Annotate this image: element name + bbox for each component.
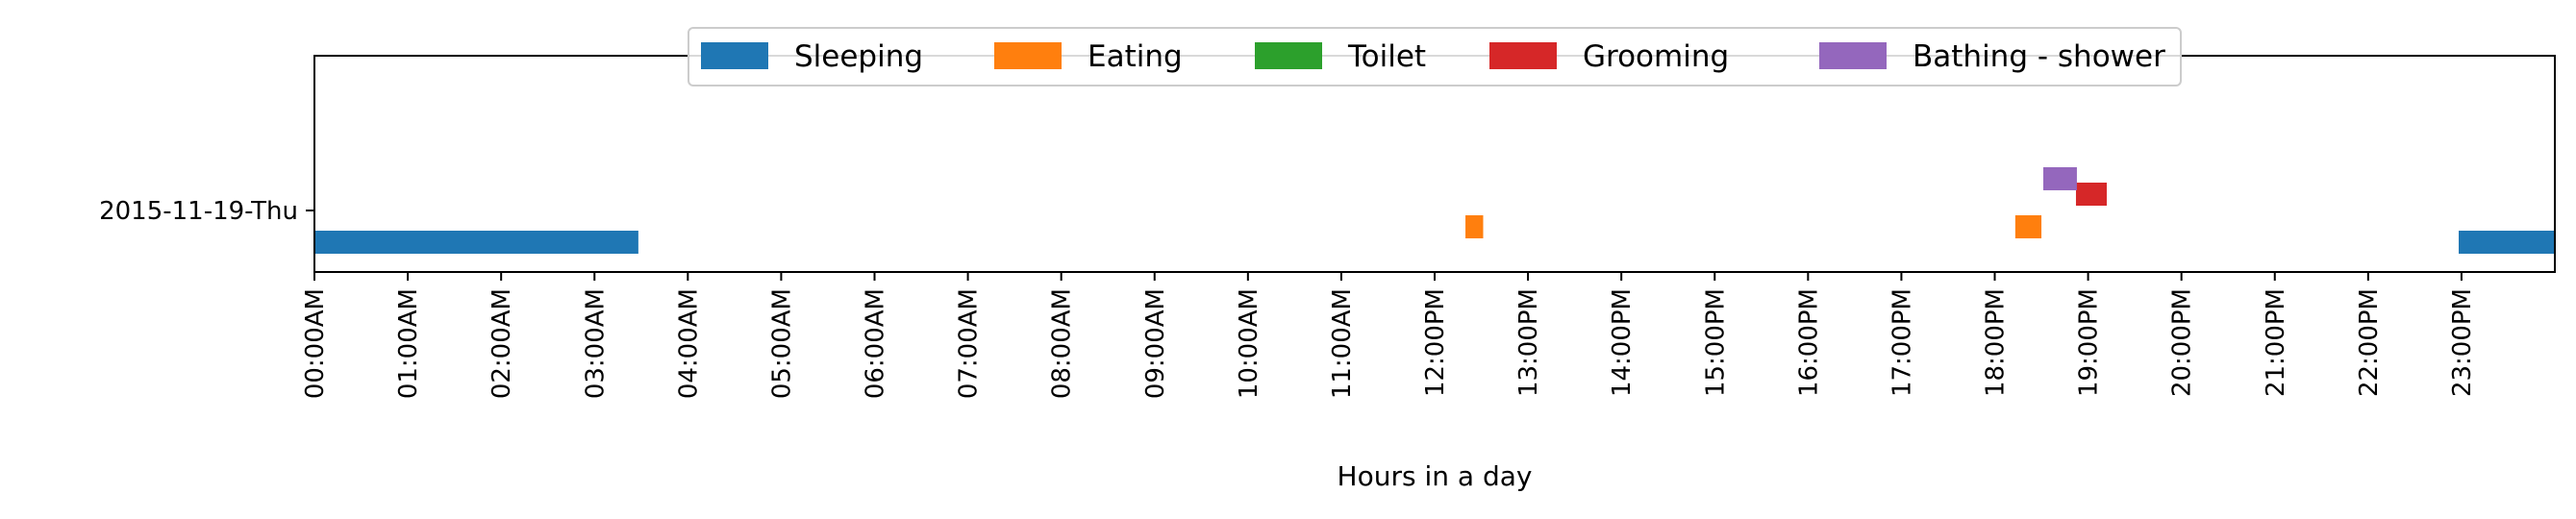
legend-label: Grooming [1583,39,1729,74]
x-tick-label: 11:00AM [1328,288,1357,399]
x-tick-label: 05:00AM [767,288,796,399]
x-tick-label: 15:00PM [1701,288,1730,397]
x-axis-title: Hours in a day [1338,460,1533,492]
bar-bathing-shower-0 [2042,167,2077,190]
legend-swatch [1255,42,1322,69]
legend-label: Sleeping [794,39,923,74]
legend-swatch [1489,42,1557,69]
x-tick-label: 13:00PM [1514,288,1543,397]
bar-grooming-0 [2075,183,2107,206]
legend-label: Eating [1088,39,1183,74]
x-tick-label: 08:00AM [1048,288,1077,399]
legend-label: Bathing - shower [1913,39,2165,74]
x-tick-label: 09:00AM [1141,288,1170,399]
legend-swatch [1819,42,1887,69]
x-tick-label: 17:00PM [1888,288,1916,397]
legend-swatch [994,42,1062,69]
x-tick-label: 04:00AM [674,288,703,399]
x-tick-label: 21:00PM [2262,288,2290,397]
legend: Sleeping Eating Toilet Grooming Bathing - sh… [688,27,2182,86]
bar-sleeping-1 [2459,231,2555,254]
x-tick-label: 14:00PM [1608,288,1637,397]
y-axis: 2015-11-19-Thu [99,197,314,226]
x-tick-label: 10:00AM [1235,288,1263,399]
x-tick-label: 01:00AM [394,288,423,399]
bar-sleeping-0 [314,231,638,254]
activity-bars [314,167,2555,254]
plot-area [314,56,2555,272]
legend-label: Toilet [1347,39,1426,74]
x-tick-label: 18:00PM [1982,288,2011,397]
x-tick-label: 23:00PM [2448,288,2477,397]
x-tick-label: 07:00AM [955,288,984,399]
x-axis: 00:00AM 01:00AM 02:00AM 03:00AM 04:00AM 05:00… [301,272,2477,399]
x-tick-label: 06:00AM [862,288,890,399]
bar-eating-0 [1465,215,1484,238]
x-tick-label: 02:00AM [488,288,516,399]
y-tick-label: 2015-11-19-Thu [99,197,298,226]
x-tick-label: 12:00PM [1421,288,1450,397]
x-tick-label: 03:00AM [581,288,610,399]
bar-eating-1 [2014,215,2042,238]
x-tick-label: 20:00PM [2168,288,2197,397]
x-tick-label: 16:00PM [1794,288,1823,397]
x-tick-label: 00:00AM [301,288,330,399]
x-tick-label: 22:00PM [2355,288,2384,397]
x-tick-label: 19:00PM [2075,288,2104,397]
legend-swatch [701,42,768,69]
